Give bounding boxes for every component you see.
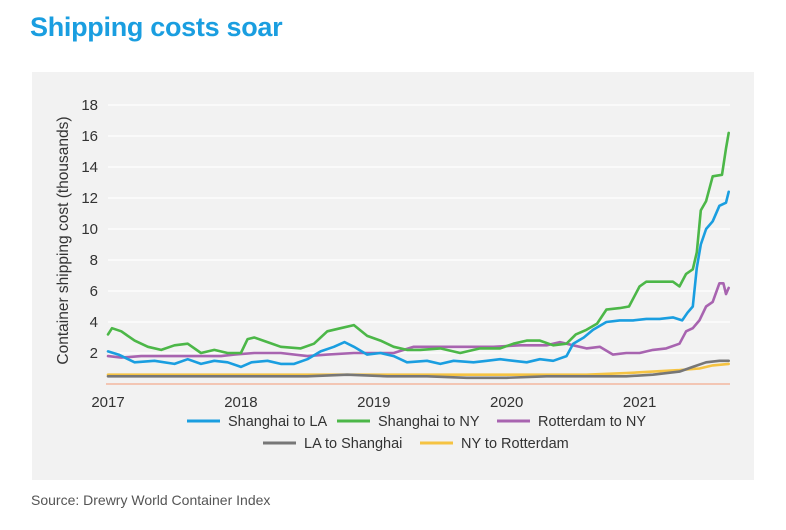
page-title: Shipping costs soar xyxy=(30,12,283,42)
source-note: Source: Drewry World Container Index xyxy=(31,492,271,508)
legend-label-ny-to-rotterdam: NY to Rotterdam xyxy=(461,436,569,452)
legend: Shanghai to LA Shanghai to NY Rotterdam to… xyxy=(187,414,646,452)
x-tick-label: 2017 xyxy=(91,394,124,411)
axis-layer: 2 4 6 8 10 12 14 16 18 2017 2018 2019 2020 2021 Contai… xyxy=(55,97,730,411)
legend-label-shanghai-to-la: Shanghai to LA xyxy=(228,414,327,430)
x-tick-label: 2018 xyxy=(224,394,257,411)
legend-label-rotterdam-to-ny: Rotterdam to NY xyxy=(538,414,646,430)
chart-panel xyxy=(32,72,754,480)
y-axis-label: Container shipping cost (thousands) xyxy=(55,116,72,364)
y-tick-label: 8 xyxy=(90,252,98,269)
y-tick-label: 10 xyxy=(81,221,98,238)
legend-label-shanghai-to-ny: Shanghai to NY xyxy=(378,414,480,430)
x-tick-label: 2021 xyxy=(623,394,656,411)
series-line-la-to-shanghai xyxy=(106,359,730,380)
y-tick-label: 6 xyxy=(90,283,98,300)
series-line-ny-to-rotterdam xyxy=(106,362,730,376)
legend-label-la-to-shanghai: LA to Shanghai xyxy=(304,436,402,452)
x-tick-label: 2020 xyxy=(490,394,523,411)
grid-layer xyxy=(108,104,730,354)
y-tick-label: 2 xyxy=(90,345,98,362)
y-tick-label: 16 xyxy=(81,128,98,145)
y-tick-label: 18 xyxy=(81,97,98,114)
y-tick-label: 4 xyxy=(90,314,98,331)
series-layer xyxy=(106,131,730,380)
series-line-shanghai-to-ny xyxy=(106,131,730,355)
x-tick-label: 2019 xyxy=(357,394,390,411)
y-tick-label: 12 xyxy=(81,190,98,207)
series-line-shanghai-to-la xyxy=(106,190,730,369)
y-tick-label: 14 xyxy=(81,159,98,176)
